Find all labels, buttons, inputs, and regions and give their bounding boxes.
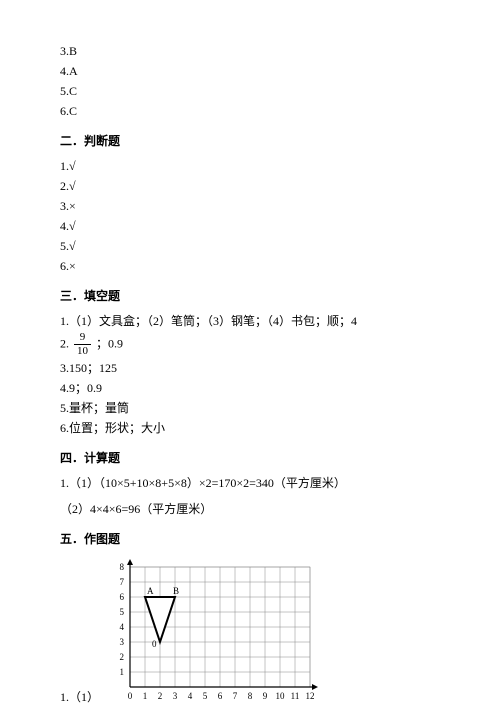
fill-item: 4.9；0.9 bbox=[60, 379, 440, 397]
svg-text:11: 11 bbox=[291, 691, 300, 701]
judge-item: 3.× bbox=[60, 197, 440, 215]
judge-item: 1.√ bbox=[60, 157, 440, 175]
svg-text:A: A bbox=[147, 586, 154, 596]
svg-text:5: 5 bbox=[203, 691, 208, 701]
fill-item: 6.位置；形状；大小 bbox=[60, 419, 440, 437]
fraction-denominator: 10 bbox=[74, 345, 91, 357]
q2-suffix: ；0.9 bbox=[96, 336, 123, 350]
calc-line: （2）4×4×6=96（平方厘米） bbox=[60, 500, 440, 518]
section-3-block: 1.（1）文具盒；（2）笔筒；（3）钢笔；（4）书包；顺；4 2. 9 10 ；… bbox=[60, 312, 440, 437]
svg-text:6: 6 bbox=[120, 592, 125, 602]
svg-text:4: 4 bbox=[120, 622, 125, 632]
q2-prefix: 2. bbox=[60, 336, 69, 350]
calc-line: 1.（1）（10×5+10×8+5×8）×2=170×2=340（平方厘米） bbox=[60, 474, 440, 492]
fraction-numerator: 9 bbox=[74, 332, 91, 345]
page: 3.B 4.A 5.C 6.C 二．判断题 1.√ 2.√ 3.× 4.√ 5.… bbox=[0, 0, 500, 725]
answer-line: 4.A bbox=[60, 62, 440, 80]
svg-text:B: B bbox=[173, 586, 179, 596]
judge-item: 4.√ bbox=[60, 217, 440, 235]
answer-line: 5.C bbox=[60, 82, 440, 100]
section-3-title: 三．填空题 bbox=[60, 287, 440, 304]
judge-item: 6.× bbox=[60, 257, 440, 275]
top-answers-block: 3.B 4.A 5.C 6.C bbox=[60, 42, 440, 120]
chart-block: 1.（1） 012345678910111212345678AB0 bbox=[60, 555, 440, 705]
fill-item-fraction: 2. 9 10 ；0.9 bbox=[60, 332, 440, 357]
fraction: 9 10 bbox=[74, 332, 91, 357]
svg-text:0: 0 bbox=[152, 639, 157, 649]
fill-item: 3.150；125 bbox=[60, 359, 440, 377]
section-4-title: 四．计算题 bbox=[60, 449, 440, 466]
svg-text:7: 7 bbox=[120, 577, 125, 587]
section-5-title: 五．作图题 bbox=[60, 530, 440, 547]
svg-text:6: 6 bbox=[218, 691, 223, 701]
svg-text:1: 1 bbox=[120, 667, 125, 677]
svg-text:3: 3 bbox=[173, 691, 178, 701]
svg-text:8: 8 bbox=[120, 562, 125, 572]
answer-line: 6.C bbox=[60, 102, 440, 120]
svg-text:7: 7 bbox=[233, 691, 238, 701]
grid-chart: 012345678910111212345678AB0 bbox=[106, 555, 326, 705]
svg-text:2: 2 bbox=[120, 652, 125, 662]
section-4-block: 1.（1）（10×5+10×8+5×8）×2=170×2=340（平方厘米） （… bbox=[60, 474, 440, 518]
judge-item: 2.√ bbox=[60, 177, 440, 195]
judge-item: 5.√ bbox=[60, 237, 440, 255]
svg-text:10: 10 bbox=[276, 691, 286, 701]
answer-line: 3.B bbox=[60, 42, 440, 60]
fill-item: 5.量杯；量筒 bbox=[60, 399, 440, 417]
svg-text:8: 8 bbox=[248, 691, 253, 701]
section-2-block: 1.√ 2.√ 3.× 4.√ 5.√ 6.× bbox=[60, 157, 440, 275]
fill-item: 1.（1）文具盒；（2）笔筒；（3）钢笔；（4）书包；顺；4 bbox=[60, 312, 440, 330]
svg-text:4: 4 bbox=[188, 691, 193, 701]
svg-text:0: 0 bbox=[128, 691, 133, 701]
q1-label: 1.（1） bbox=[60, 688, 99, 705]
svg-text:9: 9 bbox=[263, 691, 268, 701]
svg-text:5: 5 bbox=[120, 607, 125, 617]
svg-text:12: 12 bbox=[306, 691, 315, 701]
svg-text:1: 1 bbox=[143, 691, 148, 701]
section-2-title: 二．判断题 bbox=[60, 132, 440, 149]
svg-text:3: 3 bbox=[120, 637, 125, 647]
svg-text:2: 2 bbox=[158, 691, 163, 701]
